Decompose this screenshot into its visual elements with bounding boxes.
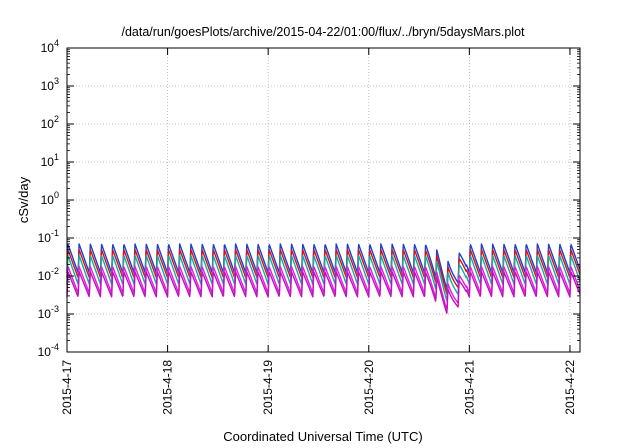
series-group xyxy=(66,243,581,314)
y-tick-label: 10-2 xyxy=(38,266,59,283)
chart-title: /data/run/goesPlots/archive/2015-04-22/0… xyxy=(121,25,525,39)
grid xyxy=(67,48,580,352)
y-tick-label: 10-1 xyxy=(38,228,59,245)
y-tick-label: 10-3 xyxy=(38,304,59,321)
x-axis-label: Coordinated Universal Time (UTC) xyxy=(223,429,422,444)
y-tick-label: 102 xyxy=(41,114,59,131)
y-tick-label: 104 xyxy=(41,38,59,55)
x-tick-label: 2015-4-19 xyxy=(261,360,275,415)
x-tick-labels: 2015-4-17 2015-4-18 2015-4-19 2015-4-20 2015… xyxy=(60,360,577,415)
plot-frame xyxy=(66,47,581,353)
y-axis-label: cSv/day xyxy=(16,176,31,223)
y-tick-label: 10-4 xyxy=(38,342,59,359)
x-tick-label: 2015-4-21 xyxy=(462,360,476,415)
series-line xyxy=(66,243,581,290)
series-line xyxy=(66,254,581,302)
x-tick-label: 2015-4-20 xyxy=(362,360,376,415)
y-tick-label: 103 xyxy=(41,76,59,93)
y-tick-label: 100 xyxy=(41,190,59,207)
x-tick-label: 2015-4-18 xyxy=(161,360,175,415)
series-line xyxy=(66,265,581,311)
x-tick-label: 2015-4-17 xyxy=(60,360,74,415)
ticks xyxy=(66,47,580,353)
x-tick-label: 2015-4-22 xyxy=(563,360,577,415)
y-tick-labels: 10-4 10-3 10-2 10-1 100 101 102 103 104 xyxy=(38,38,59,359)
series-line xyxy=(66,248,581,295)
series-line xyxy=(66,270,581,314)
y-tick-label: 101 xyxy=(41,152,59,169)
